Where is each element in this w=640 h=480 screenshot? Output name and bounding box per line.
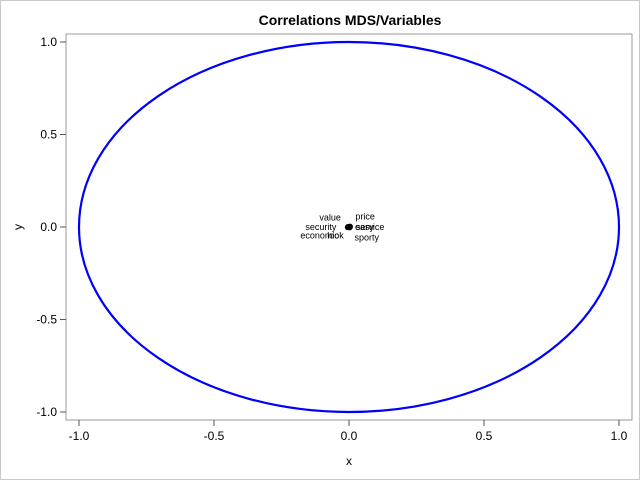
- point-label-economic: economic: [300, 230, 339, 240]
- y-axis: 1.0 0.5 0.0 -0.5 -1.0: [36, 35, 66, 419]
- unit-circle: [77, 40, 621, 414]
- x-tick-label: 0.0: [341, 429, 358, 443]
- point-label-easy: easy: [355, 222, 375, 232]
- x-tick-label: 0.5: [476, 429, 493, 443]
- y-tick-label: 0.0: [40, 220, 57, 234]
- point-label-service: service: [356, 222, 385, 232]
- point-label-security: security: [305, 222, 337, 232]
- x-tick-label: -0.5: [204, 429, 225, 443]
- data-points: [344, 223, 353, 231]
- point-label-price: price: [355, 211, 375, 221]
- y-tick-label: 1.0: [40, 35, 57, 49]
- x-axis: -1.0 -0.5 0.0 0.5 1.0: [69, 420, 628, 443]
- x-tick-label: 1.0: [611, 429, 628, 443]
- point-label-sporty: sporty: [355, 233, 380, 243]
- point-sporty: [347, 224, 353, 231]
- x-axis-label: x: [346, 454, 352, 468]
- point-label-value: value: [319, 213, 341, 223]
- y-axis-label: y: [11, 224, 25, 230]
- y-tick-label: -1.0: [36, 405, 57, 419]
- y-tick-label: 0.5: [40, 128, 57, 142]
- y-tick-label: -0.5: [36, 313, 57, 327]
- x-tick-label: -1.0: [69, 429, 90, 443]
- chart-title: Correlations MDS/Variables: [259, 12, 442, 28]
- point-label-look: look: [327, 230, 344, 240]
